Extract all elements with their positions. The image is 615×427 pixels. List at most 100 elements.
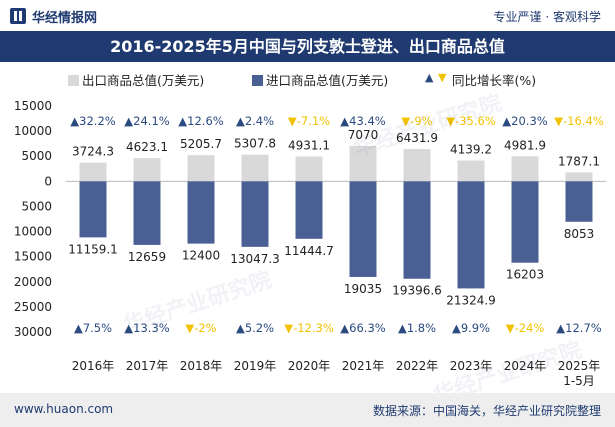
import-growth-value: 66.3% bbox=[349, 321, 386, 335]
import-bar bbox=[403, 181, 431, 279]
import-growth-value: -12.3% bbox=[293, 321, 334, 335]
up-arrow-icon: ▲ bbox=[124, 321, 133, 335]
export-growth-label: ▲20.3% bbox=[502, 114, 547, 128]
import-growth-value: 12.7% bbox=[565, 321, 602, 335]
import-bar bbox=[565, 181, 593, 222]
up-arrow-icon: ▲ bbox=[502, 114, 511, 128]
export-growth-value: -9% bbox=[410, 114, 432, 128]
import-bar bbox=[349, 181, 377, 277]
import-value-label: 16203 bbox=[506, 268, 544, 282]
export-growth-value: 12.6% bbox=[187, 114, 224, 128]
export-growth-label: ▼-16.4% bbox=[554, 114, 604, 128]
import-value-label: 21324.9 bbox=[446, 293, 496, 307]
export-growth-label: ▼-35.6% bbox=[446, 114, 496, 128]
legend-down-arrow-icon: ▼ bbox=[438, 71, 447, 84]
y-tick-label: 25000 bbox=[14, 300, 52, 314]
export-bar bbox=[187, 155, 215, 182]
export-growth-value: 43.4% bbox=[349, 114, 386, 128]
x-tick-label: 2021年 bbox=[342, 359, 385, 373]
y-tick-label: 30000 bbox=[14, 325, 52, 339]
export-bar bbox=[457, 160, 485, 182]
x-tick-line: 2019年 bbox=[234, 359, 277, 373]
legend-up-arrow-icon: ▲ bbox=[425, 71, 434, 84]
y-tick-label: 5000 bbox=[21, 199, 52, 213]
export-growth-value: 20.3% bbox=[511, 114, 548, 128]
y-tick-label: 10000 bbox=[14, 124, 52, 138]
export-growth-value: 32.2% bbox=[79, 114, 116, 128]
import-growth-value: 5.2% bbox=[245, 321, 274, 335]
import-growth-value: 1.8% bbox=[407, 321, 436, 335]
x-tick-label: 2023年 bbox=[450, 359, 493, 373]
export-value-label: 6431.9 bbox=[396, 131, 438, 145]
slogan: 专业严谨 · 客观科学 bbox=[493, 10, 601, 24]
down-arrow-icon: ▼ bbox=[446, 114, 455, 128]
brand-logo-icon bbox=[10, 8, 26, 24]
export-value-label: 4139.2 bbox=[450, 143, 492, 157]
import-value-label: 13047.3 bbox=[230, 252, 280, 266]
export-bar bbox=[349, 145, 377, 182]
import-growth-label: ▼-12.3% bbox=[284, 321, 334, 335]
import-bar bbox=[187, 181, 215, 244]
export-growth-label: ▼-7.1% bbox=[288, 114, 330, 128]
import-growth-value: 13.3% bbox=[133, 321, 170, 335]
footer-website[interactable]: www.huaon.com bbox=[14, 402, 114, 416]
import-bar bbox=[79, 181, 107, 238]
export-bar bbox=[295, 156, 323, 182]
import-growth-label: ▲9.9% bbox=[452, 321, 490, 335]
export-value-label: 1787.1 bbox=[558, 154, 600, 168]
export-growth-label: ▲43.4% bbox=[340, 114, 385, 128]
x-tick-label: 2024年 bbox=[504, 359, 547, 373]
import-bar bbox=[511, 181, 539, 263]
import-bar bbox=[295, 181, 323, 239]
footer-source: 数据来源：中国海关，华经产业研究院整理 bbox=[372, 404, 601, 418]
legend-import-label: 进口商品总值(万美元) bbox=[266, 73, 389, 88]
footer-bar bbox=[0, 393, 615, 427]
import-value-label: 8053 bbox=[564, 227, 595, 241]
up-arrow-icon: ▲ bbox=[74, 321, 83, 335]
legend-export-label: 出口商品总值(万美元) bbox=[82, 73, 205, 88]
import-bar bbox=[241, 181, 269, 247]
export-growth-label: ▼-9% bbox=[401, 114, 432, 128]
export-value-label: 5307.8 bbox=[234, 137, 276, 151]
export-value-label: 7070 bbox=[348, 128, 379, 142]
export-growth-label: ▲2.4% bbox=[236, 114, 274, 128]
export-growth-value: 2.4% bbox=[245, 114, 274, 128]
import-growth-label: ▼-24% bbox=[506, 321, 545, 335]
legend-export-swatch bbox=[68, 75, 79, 86]
up-arrow-icon: ▲ bbox=[124, 114, 133, 128]
import-growth-label: ▲5.2% bbox=[236, 321, 274, 335]
x-tick-label: 2018年 bbox=[180, 359, 223, 373]
chart-title: 2016-2025年5月中国与列支敦士登进、出口商品总值 bbox=[110, 37, 505, 56]
y-tick-label: 15000 bbox=[14, 250, 52, 264]
export-value-label: 3724.3 bbox=[72, 145, 114, 159]
import-growth-label: ▲66.3% bbox=[340, 321, 385, 335]
x-tick-label: 2020年 bbox=[288, 359, 331, 373]
down-arrow-icon: ▼ bbox=[185, 321, 194, 335]
import-growth-value: 7.5% bbox=[83, 321, 112, 335]
y-tick-label: 15000 bbox=[14, 99, 52, 113]
legend-growth-label: 同比增长率(%) bbox=[452, 73, 537, 88]
import-bar bbox=[133, 181, 161, 245]
up-arrow-icon: ▲ bbox=[340, 114, 349, 128]
title-bar bbox=[0, 31, 615, 62]
up-arrow-icon: ▲ bbox=[340, 321, 349, 335]
x-tick-line: 2025年 bbox=[558, 359, 601, 373]
down-arrow-icon: ▼ bbox=[506, 321, 515, 335]
x-tick-line: 2020年 bbox=[288, 359, 331, 373]
x-tick-label: 2019年 bbox=[234, 359, 277, 373]
up-arrow-icon: ▲ bbox=[236, 321, 245, 335]
x-tick-line: 1-5月 bbox=[563, 374, 595, 388]
import-growth-label: ▲12.7% bbox=[556, 321, 601, 335]
import-growth-value: 9.9% bbox=[461, 321, 490, 335]
y-tick-label: 20000 bbox=[14, 275, 52, 289]
y-tick-label: 0 bbox=[44, 174, 52, 188]
x-tick-line: 2021年 bbox=[342, 359, 385, 373]
import-growth-value: -24% bbox=[515, 321, 545, 335]
import-growth-label: ▲13.3% bbox=[124, 321, 169, 335]
import-value-label: 12400 bbox=[182, 249, 220, 263]
import-growth-value: -2% bbox=[194, 321, 216, 335]
x-tick-line: 2017年 bbox=[126, 359, 169, 373]
x-tick-line: 2016年 bbox=[72, 359, 115, 373]
import-growth-label: ▼-2% bbox=[185, 321, 216, 335]
export-growth-label: ▲12.6% bbox=[178, 114, 223, 128]
